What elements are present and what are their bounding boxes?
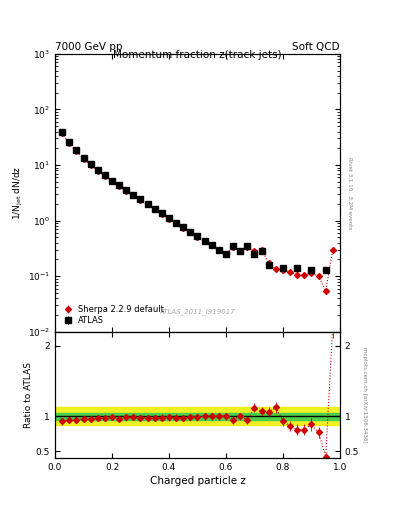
- Y-axis label: Ratio to ATLAS: Ratio to ATLAS: [24, 362, 33, 428]
- Legend: Sherpa 2.2.9 default, ATLAS: Sherpa 2.2.9 default, ATLAS: [59, 302, 166, 328]
- X-axis label: Charged particle z: Charged particle z: [150, 476, 245, 486]
- Y-axis label: 1/N$_\mathrm{jet}$ dN/dz: 1/N$_\mathrm{jet}$ dN/dz: [12, 166, 25, 220]
- Title: Momentum fraction z(track jets): Momentum fraction z(track jets): [113, 50, 282, 60]
- Text: Soft QCD: Soft QCD: [292, 42, 340, 52]
- Text: ATLAS_2011_I919017: ATLAS_2011_I919017: [160, 308, 235, 315]
- Text: 7000 GeV pp: 7000 GeV pp: [55, 42, 123, 52]
- Y-axis label: mcplots.cern.ch [arXiv:1306.3436]: mcplots.cern.ch [arXiv:1306.3436]: [362, 347, 367, 443]
- Y-axis label: Rivet 3.1.10,  3.2M events: Rivet 3.1.10, 3.2M events: [347, 157, 353, 229]
